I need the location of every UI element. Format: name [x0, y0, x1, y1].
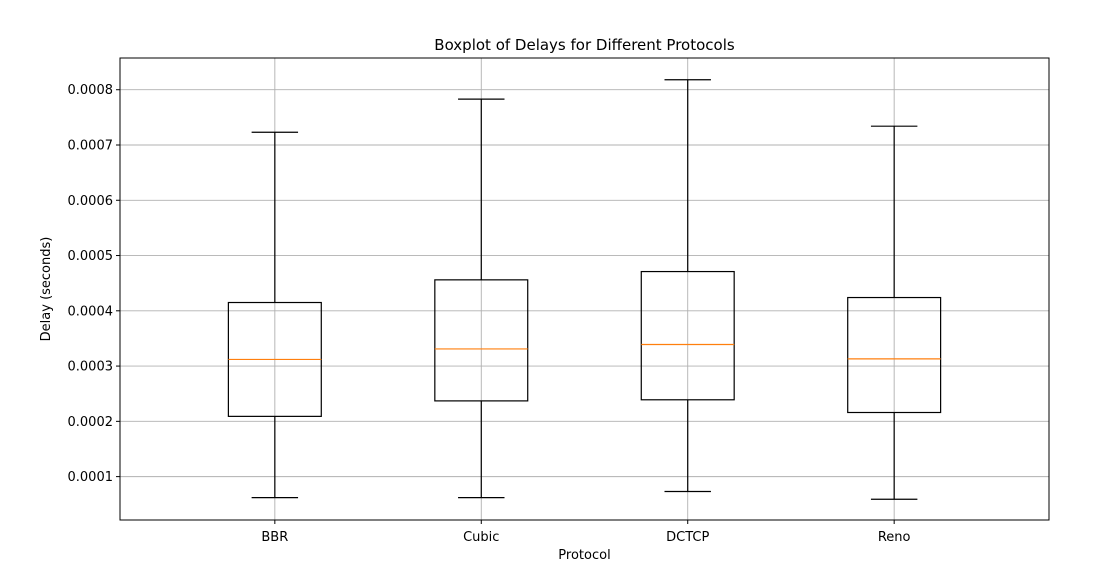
box-body — [434, 279, 529, 402]
box-reno — [847, 125, 942, 500]
box-body — [640, 270, 735, 401]
y-axis-label: Delay (seconds) — [39, 237, 54, 342]
box-body — [847, 296, 942, 414]
x-tick-label: Cubic — [463, 530, 499, 545]
x-tick-label: BBR — [261, 530, 288, 545]
y-tick-label: 0.0003 — [68, 360, 114, 375]
y-tick-label: 0.0004 — [68, 304, 114, 319]
ticks: 0.0001 0.0002 0.0003 0.0004 0.0005 0.0006 0.00… — [68, 83, 911, 545]
chart-title: Boxplot of Delays for Different Protocol… — [434, 36, 735, 54]
y-tick-label: 0.0007 — [68, 138, 114, 153]
y-tick-label: 0.0002 — [68, 415, 114, 430]
x-tick-label: DCTCP — [666, 530, 709, 545]
y-tick-label: 0.0001 — [68, 470, 114, 485]
boxes — [227, 79, 942, 500]
x-axis-label: Protocol — [558, 548, 610, 563]
y-tick-label: 0.0005 — [68, 249, 114, 264]
y-tick-label: 0.0008 — [68, 83, 114, 98]
x-tick-label: Reno — [878, 530, 911, 545]
plot-frame — [119, 57, 1050, 521]
y-tick-label: 0.0006 — [68, 194, 114, 209]
box-cubic — [434, 98, 529, 499]
box-dctcp — [640, 79, 735, 493]
box-bbr — [227, 131, 322, 499]
